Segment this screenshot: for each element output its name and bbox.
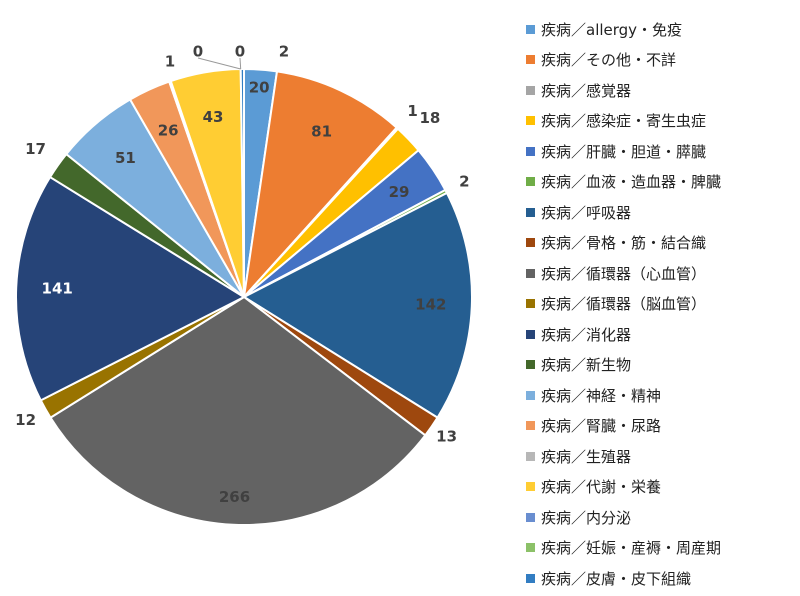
data-label: 18 — [419, 109, 440, 127]
data-label: 2 — [459, 173, 469, 191]
data-label: 20 — [249, 78, 270, 96]
legend-item: 疾病／内分泌 — [526, 502, 796, 533]
legend-item: 疾病／循環器（心血管） — [526, 258, 796, 289]
legend-label: 疾病／妊娠・産褥・周産期 — [541, 539, 722, 558]
legend-swatch — [526, 207, 535, 217]
data-label: 0 — [193, 43, 203, 61]
legend-swatch — [526, 390, 535, 400]
legend-label: 疾病／生殖器 — [541, 447, 632, 466]
legend-swatch — [526, 421, 535, 431]
legend-swatch — [526, 451, 535, 461]
legend-item: 疾病／消化器 — [526, 319, 796, 350]
legend-item: 疾病／allergy・免疫 — [526, 14, 796, 45]
legend-item: 疾病／肝臓・胆道・膵臓 — [526, 136, 796, 167]
data-label: 26 — [158, 122, 179, 140]
data-label: 43 — [203, 108, 224, 126]
legend: 疾病／allergy・免疫 疾病／その他・不詳 疾病／感覚器疾病／感染症・寄生虫症疾… — [526, 14, 796, 594]
legend-label: 疾病／肝臓・胆道・膵臓 — [541, 142, 707, 161]
data-label: 81 — [311, 122, 332, 140]
legend-item: 疾病／新生物 — [526, 350, 796, 381]
legend-label: 疾病／その他・不詳 — [541, 51, 677, 70]
legend-item: 疾病／その他・不詳 — [526, 45, 796, 76]
legend-label: 疾病／皮膚・皮下組織 — [541, 569, 692, 588]
legend-label: 疾病／内分泌 — [541, 508, 632, 527]
data-label: 17 — [25, 140, 46, 158]
data-label: 2 — [279, 43, 289, 61]
data-label: 1 — [165, 53, 175, 71]
legend-item: 疾病／呼吸器 — [526, 197, 796, 228]
legend-label: 疾病／骨格・筋・結合織 — [541, 234, 707, 253]
legend-label: 疾病／神経・精神 — [541, 386, 662, 405]
legend-item: 疾病／生殖器 — [526, 441, 796, 472]
data-label: 1 — [407, 102, 417, 120]
legend-label: 疾病／新生物 — [541, 356, 632, 375]
legend-item: 疾病／骨格・筋・結合織 — [526, 228, 796, 259]
legend-item: 疾病／妊娠・産褥・周産期 — [526, 533, 796, 564]
legend-swatch — [526, 360, 535, 370]
data-label: 142 — [415, 295, 446, 313]
legend-swatch — [526, 329, 535, 339]
legend-swatch — [526, 512, 535, 522]
data-label: 141 — [42, 280, 73, 298]
legend-swatch — [526, 268, 535, 278]
legend-swatch — [526, 116, 535, 126]
legend-label: 疾病／腎臓・尿路 — [541, 417, 662, 436]
legend-label: 疾病／代謝・栄養 — [541, 478, 662, 497]
legend-label: 疾病／循環器（脳血管） — [541, 295, 707, 314]
leader-lines — [197, 57, 242, 70]
data-label: 266 — [219, 488, 250, 506]
data-label: 29 — [389, 183, 410, 201]
legend-swatch — [526, 482, 535, 492]
legend-label: 疾病／呼吸器 — [541, 203, 632, 222]
legend-label: 疾病／allergy・免疫 — [541, 20, 683, 39]
legend-item: 疾病／感染症・寄生虫症 — [526, 106, 796, 137]
legend-item: 疾病／代謝・栄養 — [526, 472, 796, 503]
data-label: 51 — [115, 149, 136, 167]
legend-item: 疾病／循環器（脳血管） — [526, 289, 796, 320]
legend-swatch — [526, 24, 535, 34]
legend-item: 疾病／神経・精神 — [526, 380, 796, 411]
pie-slice — [242, 70, 399, 301]
leader-line — [239, 57, 242, 70]
legend-label: 疾病／感染症・寄生虫症 — [541, 112, 707, 131]
legend-item: 疾病／感覚器 — [526, 75, 796, 106]
legend-swatch — [526, 55, 535, 65]
legend-swatch — [526, 299, 535, 309]
data-label: 12 — [15, 411, 36, 429]
legend-item: 疾病／腎臓・尿路 — [526, 411, 796, 442]
legend-label: 疾病／消化器 — [541, 325, 632, 344]
legend-label: 疾病／循環器（心血管） — [541, 264, 707, 283]
legend-item: 疾病／血液・造血器・脾臓 — [526, 167, 796, 198]
data-label: 0 — [235, 43, 245, 61]
leader-line — [197, 57, 241, 70]
legend-swatch — [526, 85, 535, 95]
legend-swatch — [526, 238, 535, 248]
pie-slice — [15, 175, 247, 402]
pie-slices — [15, 67, 473, 526]
legend-swatch — [526, 146, 535, 156]
legend-label: 疾病／感覚器 — [541, 81, 632, 100]
legend-swatch — [526, 573, 535, 583]
data-label: 13 — [436, 428, 457, 446]
pie-slice — [49, 295, 427, 526]
legend-label: 疾病／血液・造血器・脾臓 — [541, 173, 722, 192]
pie-slice — [241, 191, 473, 420]
legend-swatch — [526, 543, 535, 553]
legend-item: 疾病／皮膚・皮下組織 — [526, 563, 796, 594]
legend-swatch — [526, 177, 535, 187]
